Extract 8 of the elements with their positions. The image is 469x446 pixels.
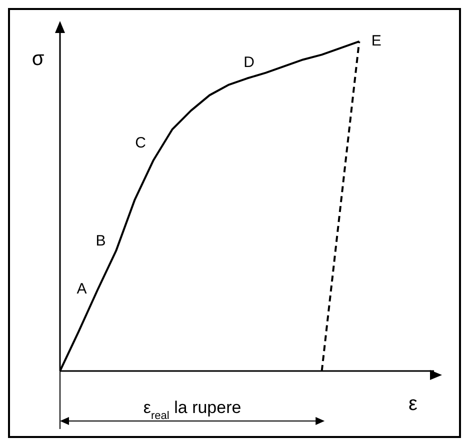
x-axis-title: ε <box>408 393 418 415</box>
y-axis-title: σ <box>32 48 45 70</box>
annotation: A <box>76 280 87 298</box>
text: ε$_{real}$ la rupere <box>143 398 242 422</box>
annotation: B <box>96 232 106 250</box>
annotation: C <box>135 134 146 152</box>
annotation: D <box>244 54 255 71</box>
annotation: E <box>371 32 382 50</box>
